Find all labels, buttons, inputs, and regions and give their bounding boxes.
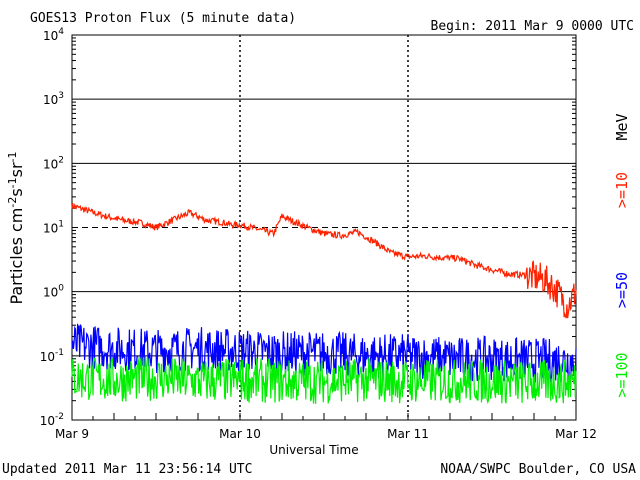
legend-entry-p100: >=100	[613, 352, 631, 397]
credit: NOAA/SWPC Boulder, CO USA	[440, 462, 636, 477]
y-tick-label: 101	[43, 220, 64, 236]
legend-entry-p10: >=10	[613, 172, 631, 208]
series-line-p100	[71, 356, 577, 405]
x-tick-label: Mar 9	[55, 427, 89, 441]
y-tick-label: 10-1	[40, 348, 64, 364]
y-tick-label: 10-2	[40, 412, 64, 428]
series-line-p10	[71, 203, 577, 319]
begin-time: Begin: 2011 Mar 9 0000 UTC	[431, 19, 635, 34]
x-tick-label: Mar 10	[219, 427, 261, 441]
x-tick-label: Mar 12	[555, 427, 597, 441]
x-axis-label: Universal Time	[269, 443, 358, 457]
y-axis-label: Particles cm-2s-1sr-1	[6, 151, 26, 304]
updated-time: Updated 2011 Mar 11 23:56:14 UTC	[2, 462, 252, 477]
legend-units: MeV	[613, 113, 631, 140]
legend-entry-p50: >=50	[613, 272, 631, 308]
series-line-p50	[71, 323, 577, 383]
y-tick-label: 104	[43, 27, 64, 43]
x-tick-label: Mar 11	[387, 427, 429, 441]
y-tick-label: 100	[43, 284, 64, 300]
y-tick-label: 102	[43, 155, 64, 171]
chart-title: GOES13 Proton Flux (5 minute data)	[30, 11, 296, 26]
y-tick-label: 103	[43, 91, 64, 107]
